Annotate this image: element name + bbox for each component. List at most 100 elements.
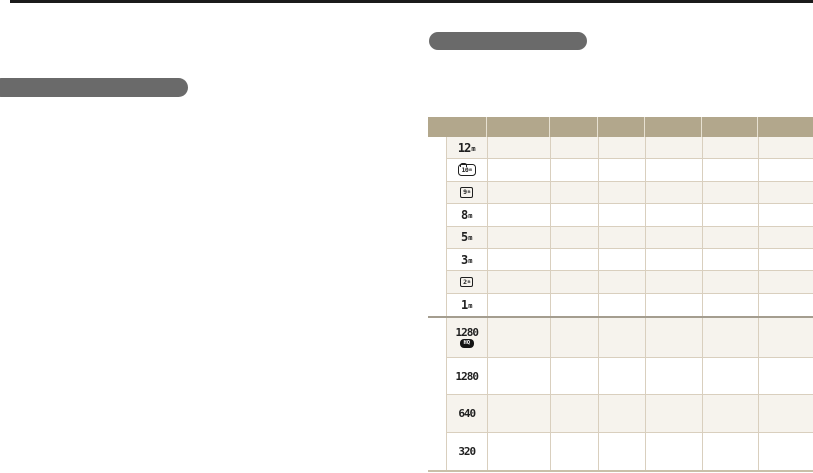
table-cell xyxy=(551,395,599,432)
table-cell xyxy=(646,395,703,432)
table-cell xyxy=(759,204,813,225)
table-cell xyxy=(488,358,551,395)
redacted-heading-bar-left xyxy=(0,78,188,97)
icon-text: m xyxy=(468,234,473,243)
table-cell xyxy=(703,395,759,432)
table-cell xyxy=(759,271,813,292)
table-cell xyxy=(599,226,646,248)
icon-text: m xyxy=(468,211,473,220)
table-cell xyxy=(703,137,759,159)
video-size-1280-hq-icon: 1280 HQ xyxy=(447,317,488,358)
table-cell xyxy=(646,226,703,248)
table-cell xyxy=(646,271,703,293)
icon-text: 1 xyxy=(461,298,468,313)
table-cell xyxy=(703,226,759,248)
page-top-rule xyxy=(10,0,813,3)
table-cell xyxy=(703,271,759,293)
table-cell xyxy=(646,181,703,204)
table-cell xyxy=(551,293,599,317)
icon-text: m xyxy=(467,279,471,285)
table-cell xyxy=(599,293,646,317)
video-size-640-icon: 640 xyxy=(447,395,488,432)
photo-size-10m-wide-icon: 10 m xyxy=(447,159,488,181)
table-cell xyxy=(488,226,551,248)
table-header-cell xyxy=(758,117,813,137)
table-header-cell xyxy=(428,117,487,137)
table-cell xyxy=(646,293,703,317)
icon-text: 320 xyxy=(458,444,476,458)
table-cell xyxy=(759,249,813,270)
table-cell xyxy=(759,182,813,203)
table-cell xyxy=(599,358,646,395)
icon-text: 8 xyxy=(461,207,468,222)
table-cell xyxy=(551,248,599,271)
table-row: 1280 HQ xyxy=(447,317,813,359)
table-cell xyxy=(703,317,759,358)
table-body: 12 m 10 m 9 m 8 m 5 m 3 m 2 m 1 m 1280 HQ 1280 640 320 xyxy=(446,137,813,470)
table-cell xyxy=(759,294,813,317)
table-header-cell xyxy=(550,117,598,137)
photo-video-section-divider xyxy=(428,316,813,318)
table-cell xyxy=(488,271,551,293)
table-cell xyxy=(759,395,813,432)
table-cell xyxy=(599,395,646,432)
icon-text: m xyxy=(467,190,471,196)
table-cell xyxy=(551,358,599,395)
video-size-320-icon: 320 xyxy=(447,432,488,470)
table-cell xyxy=(646,358,703,395)
icon-text: 1280 xyxy=(455,369,479,383)
table-cell xyxy=(646,317,703,358)
table-cell xyxy=(551,317,599,358)
icon-text: 640 xyxy=(458,407,476,421)
table-cell xyxy=(759,318,813,358)
table-cell xyxy=(703,432,759,470)
table-row: 640 xyxy=(447,395,813,433)
table-header-cell xyxy=(487,117,550,137)
table-header-cell xyxy=(702,117,758,137)
table-cell xyxy=(488,293,551,317)
icon-text: m xyxy=(468,302,473,311)
table-cell xyxy=(488,248,551,271)
table-header-cell xyxy=(598,117,646,137)
icon-text: 1280 xyxy=(455,326,479,340)
table-cell xyxy=(599,271,646,293)
icon-text: m xyxy=(471,144,476,153)
table-cell xyxy=(646,204,703,226)
table-cell xyxy=(646,432,703,470)
table-cell xyxy=(551,181,599,204)
table-cell xyxy=(703,358,759,395)
icon-text: 10 xyxy=(461,165,469,174)
table-header-row xyxy=(428,117,813,137)
table-row: 320 xyxy=(447,432,813,470)
table-cell xyxy=(599,317,646,358)
table-cell xyxy=(488,181,551,204)
icon-text: 5 xyxy=(461,230,468,245)
table-cell xyxy=(551,271,599,293)
table-cell xyxy=(759,227,813,248)
table-cell xyxy=(488,395,551,432)
table-cell xyxy=(599,137,646,159)
framed-size-icon-border: 10 m xyxy=(457,162,476,176)
table-cell xyxy=(703,159,759,181)
table-cell xyxy=(488,317,551,358)
table-cell xyxy=(488,204,551,226)
table-cell xyxy=(488,432,551,470)
table-cell xyxy=(759,159,813,180)
table-cell xyxy=(551,159,599,181)
icon-text: m xyxy=(469,167,473,173)
icon-text: 2 xyxy=(463,277,467,286)
table-cell xyxy=(488,159,551,181)
table-row: 1280 xyxy=(447,358,813,396)
